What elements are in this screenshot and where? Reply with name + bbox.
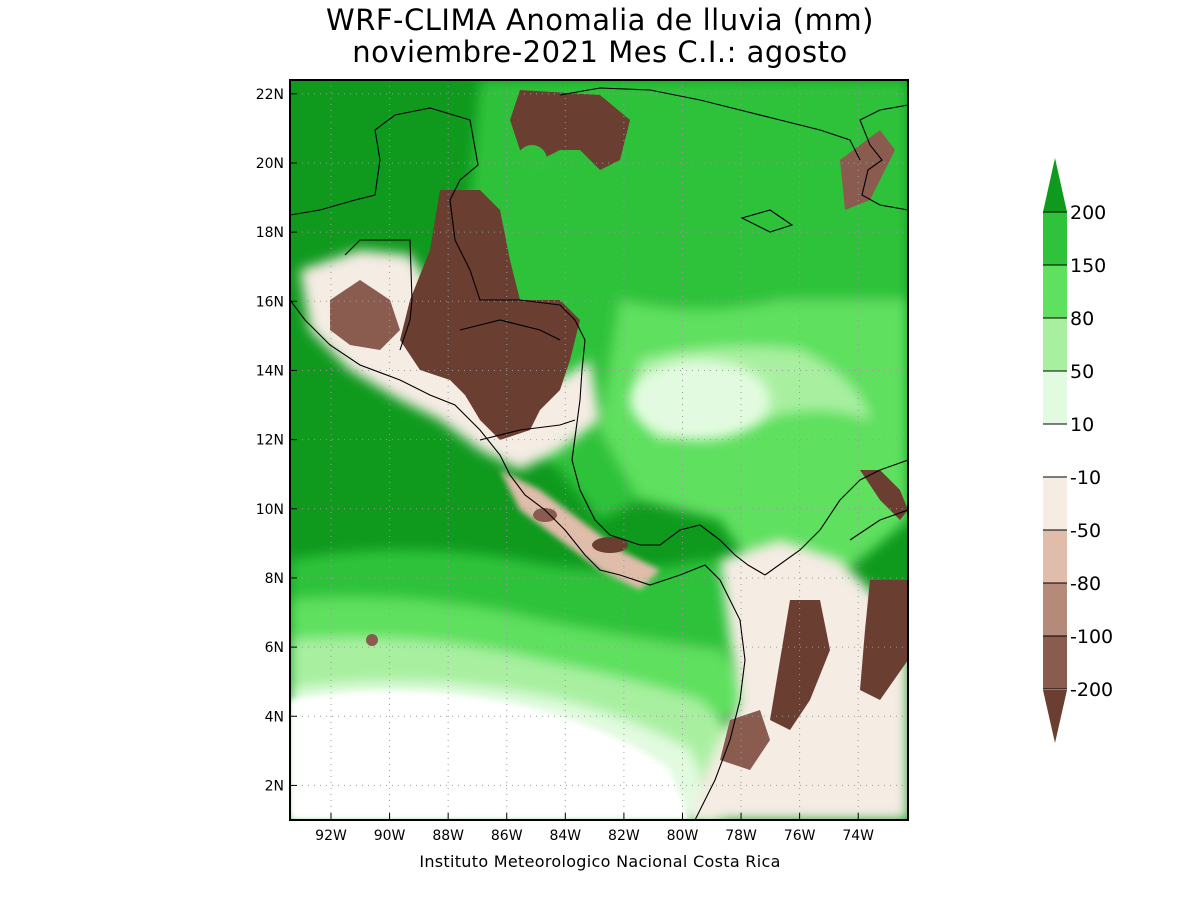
lat-tick-label: 20N: [256, 156, 284, 172]
latitude-ticks: 22N 20N 18N 16N 14N 12N 10N 8N 6N 4N 2N: [256, 87, 297, 794]
lat-tick-label: 8N: [265, 571, 284, 587]
lon-tick-label: 86W: [491, 828, 523, 844]
core-colombia-south: [720, 710, 770, 770]
coast-colombia: [764, 459, 908, 576]
zone-10-50-caribbean: [630, 360, 770, 440]
border-honduras: [459, 319, 561, 341]
coast-jamaica: [740, 209, 794, 233]
colorbar-bands: [1043, 212, 1067, 689]
lon-tick-label: 92W: [315, 828, 347, 844]
lat-tick-label: 6N: [265, 640, 284, 656]
lat-tick-label: 14N: [256, 363, 284, 379]
colorbar-band: [1043, 265, 1067, 318]
colorbar-band: [1043, 636, 1067, 689]
lat-tick-label: 2N: [265, 778, 284, 794]
colorbar-label: 50: [1070, 361, 1094, 383]
core-venezuela-border: [860, 470, 908, 520]
core-guatemala-honduras: [400, 190, 580, 440]
lon-tick-label: 80W: [667, 828, 699, 844]
colorbar-label: 80: [1070, 308, 1094, 330]
lon-tick-label: 76W: [784, 828, 816, 844]
lon-tick-label: 82W: [608, 828, 640, 844]
lon-tick-label: 88W: [432, 828, 464, 844]
colorbar-band: [1043, 371, 1067, 424]
lat-tick-label: 10N: [256, 502, 284, 518]
colorbar-band: [1043, 212, 1067, 265]
title-line-1: WRF-CLIMA Anomalia de lluvia (mm): [326, 3, 874, 37]
coast-panama: [640, 524, 766, 576]
core-colombia-east: [860, 580, 908, 700]
colorbar-band: [1043, 318, 1067, 371]
longitude-ticks: 92W 90W 88W 86W 84W 82W 80W 78W 76W 74W: [315, 813, 874, 844]
lat-tick-label: 16N: [256, 294, 284, 310]
map-gridlines: [290, 80, 908, 820]
colorbar-label: -100: [1070, 626, 1113, 648]
colorbar-arrow-top: [1043, 158, 1067, 212]
halo-costa-rica-panama: [500, 470, 660, 590]
colorbar-band: [1043, 477, 1067, 530]
coast-gulf-honduras: [449, 199, 586, 341]
lat-tick-label: 22N: [256, 87, 284, 103]
colorbar-label: -10: [1070, 467, 1101, 489]
border-nicaragua: [479, 419, 576, 441]
colorbar-label: 150: [1070, 255, 1106, 277]
coast-pacific-central-america: [290, 299, 746, 820]
lat-tick-label: 12N: [256, 433, 284, 449]
title-line-2: noviembre-2021 Mes C.I.: agosto: [352, 35, 848, 69]
colorbar-band: [1043, 424, 1067, 477]
core-colombia-west: [770, 600, 830, 730]
core-nicoya: [533, 508, 557, 522]
green-ring-center: [517, 145, 547, 175]
core-chiapas: [330, 280, 400, 350]
colorbar-band: [1043, 583, 1067, 636]
anomaly-field: [290, 80, 908, 820]
lon-tick-label: 90W: [374, 828, 406, 844]
colorbar-labels: 200 150 80 50 10 -10 -50 -80 -100 -200: [1043, 202, 1113, 701]
coast-hispaniola: [859, 104, 908, 211]
lon-tick-label: 74W: [842, 828, 874, 844]
credit-text: Instituto Meteorologico Nacional Costa R…: [419, 852, 781, 871]
lat-tick-label: 4N: [265, 709, 284, 725]
colorbar-label: -80: [1070, 573, 1101, 595]
coast-caribbean-nicaragua: [571, 339, 641, 546]
colorbar-label: -50: [1070, 520, 1101, 542]
lat-tick-label: 18N: [256, 225, 284, 241]
coastlines: [290, 87, 908, 820]
core-panama: [592, 537, 628, 553]
border-guatemala: [344, 239, 413, 351]
colorbar-band: [1043, 530, 1067, 583]
colorbar-label: 200: [1070, 202, 1106, 224]
colorbar: 200 150 80 50 10 -10 -50 -80 -100 -200: [1043, 158, 1113, 743]
colorbar-label: -200: [1070, 679, 1113, 701]
lon-tick-label: 78W: [725, 828, 757, 844]
lon-tick-label: 84W: [549, 828, 581, 844]
zone-neutral-pacific: [290, 691, 690, 820]
negative-anomaly-areas: [300, 90, 908, 820]
coast-mexico-yucatan: [290, 107, 479, 216]
core-pacific-spot: [366, 634, 378, 646]
colorbar-arrow-bottom: [1043, 690, 1067, 743]
colorbar-label: 10: [1070, 414, 1094, 436]
map-frame: [289, 79, 909, 821]
coast-venezuela: [849, 509, 908, 541]
coast-cuba: [559, 87, 861, 161]
